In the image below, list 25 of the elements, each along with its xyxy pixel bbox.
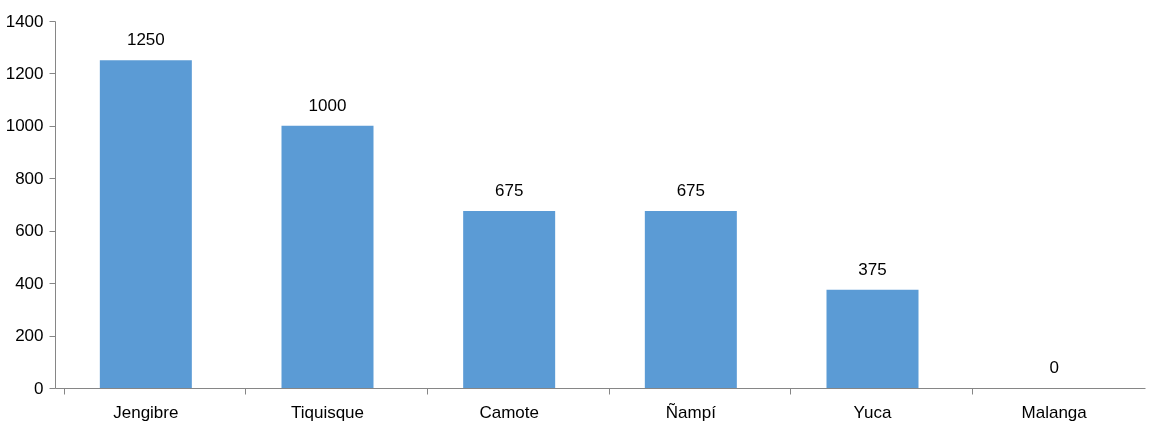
- bar: [826, 289, 919, 388]
- x-tick-label: Camote: [479, 402, 539, 422]
- data-label: 675: [494, 181, 524, 201]
- bar: [463, 211, 556, 388]
- data-label: 675: [676, 181, 706, 201]
- y-tick-label: 200: [15, 326, 44, 346]
- x-tick-label: Yuca: [853, 402, 892, 422]
- bar: [281, 125, 374, 388]
- y-tick-label: 1400: [5, 11, 44, 31]
- y-tick-label: 0: [34, 378, 44, 398]
- data-label: 0: [1049, 358, 1059, 377]
- y-tick-label: 600: [15, 221, 44, 241]
- y-tick-label: 400: [15, 273, 44, 293]
- bar: [644, 211, 737, 388]
- y-tick-label: 1200: [5, 63, 44, 83]
- x-tick-label: Malanga: [1021, 402, 1088, 422]
- bar: [99, 60, 192, 388]
- x-tick-label: Ñampí: [665, 402, 717, 422]
- x-tick-label: Tiquisque: [290, 402, 365, 422]
- data-label: 1250: [126, 30, 165, 50]
- data-label: 375: [858, 259, 887, 279]
- data-label: 1000: [308, 95, 347, 115]
- x-tick-label: Jengibre: [113, 402, 179, 422]
- y-tick-label: 1000: [5, 116, 44, 136]
- y-tick-label: 800: [15, 168, 44, 188]
